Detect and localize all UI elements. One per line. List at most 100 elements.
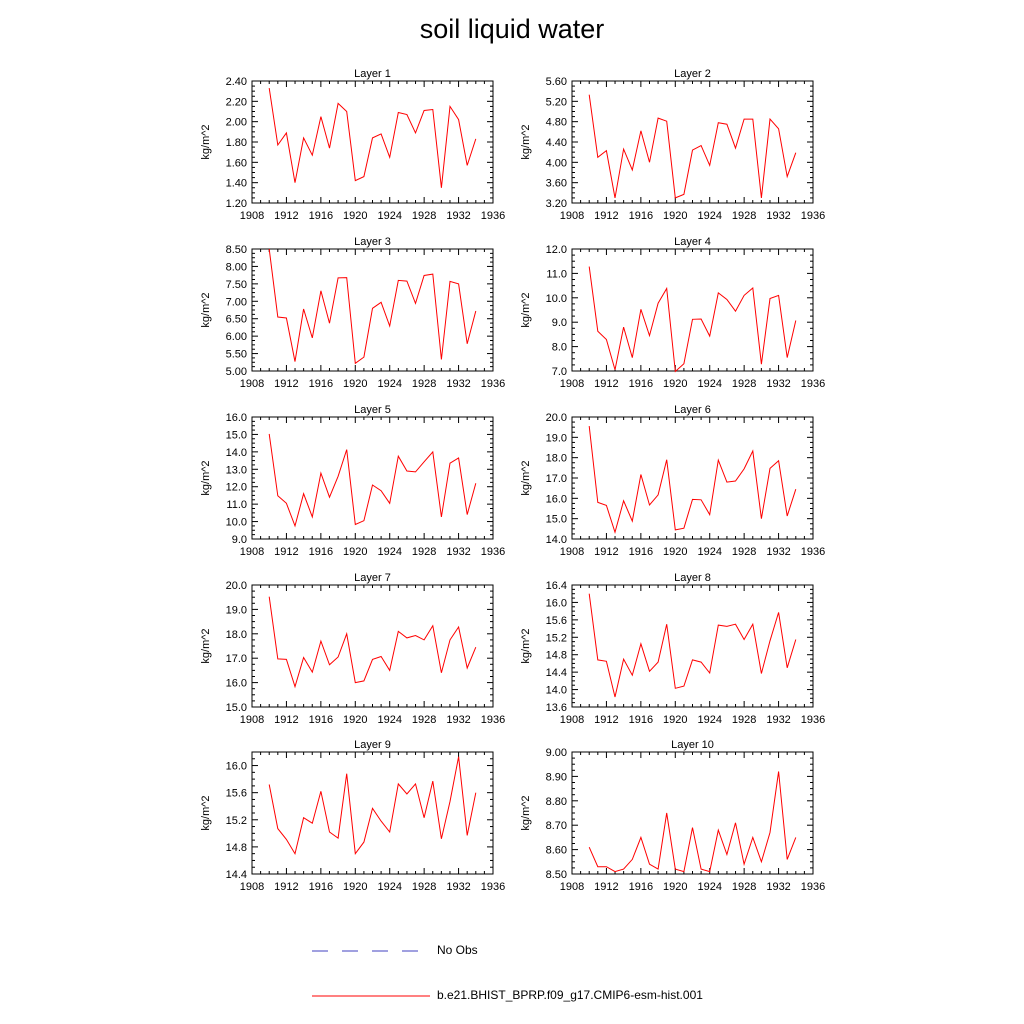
x-tick-label: 1920 [343,378,367,390]
y-tick-label: 16.0 [226,678,247,690]
y-tick-label: 4.00 [546,157,567,169]
y-tick-label: 7.0 [552,366,567,378]
y-tick-label: 8.50 [226,244,247,256]
y-tick-label: 16.0 [546,597,567,609]
y-tick-label: 4.80 [546,117,567,129]
x-tick-label: 1912 [274,546,298,558]
y-tick-label: 11.0 [226,499,247,511]
x-tick-label: 1908 [240,881,264,893]
x-tick-label: 1932 [446,546,470,558]
x-tick-label: 1916 [629,210,653,222]
x-tick-label: 1932 [766,881,790,893]
y-tick-label: 8.00 [226,261,247,273]
y-tick-label: 8.90 [546,771,567,783]
x-tick-label: 1916 [309,881,333,893]
y-tick-label: 14.0 [546,685,567,697]
x-tick-label: 1924 [697,378,721,390]
y-tick-label: 3.20 [546,198,567,210]
y-tick-label: 15.2 [226,815,247,827]
x-tick-label: 1916 [629,378,653,390]
model-series-line [268,596,477,689]
panel-title: Layer 10 [671,739,714,751]
model-series-line [268,88,477,188]
y-axis-label: kg/m^2 [200,124,212,159]
x-tick-label: 1932 [446,378,470,390]
x-tick-label: 1928 [732,210,756,222]
x-tick-label: 1924 [377,378,401,390]
y-tick-label: 6.00 [226,331,247,343]
y-tick-label: 20.0 [546,412,567,424]
x-tick-label: 1908 [560,881,584,893]
y-tick-label: 2.20 [226,96,247,108]
x-tick-label: 1928 [412,714,436,726]
y-axis-label: kg/m^2 [520,628,532,663]
model-series-line [588,426,797,535]
x-tick-label: 1924 [697,714,721,726]
y-tick-label: 9.0 [552,317,567,329]
x-tick-label: 1908 [560,210,584,222]
y-tick-label: 13.0 [226,464,247,476]
y-tick-label: 14.0 [546,534,567,546]
y-axis-label: kg/m^2 [200,460,212,495]
y-tick-label: 16.0 [226,412,247,424]
x-tick-label: 1932 [446,210,470,222]
y-tick-label: 8.70 [546,820,567,832]
y-tick-label: 8.0 [552,342,567,354]
y-tick-label: 15.0 [226,702,247,714]
y-tick-label: 7.00 [226,296,247,308]
y-tick-label: 18.0 [546,453,567,465]
model-series-line [588,94,797,199]
x-tick-label: 1928 [412,378,436,390]
x-tick-label: 1916 [309,210,333,222]
y-axis-label: kg/m^2 [200,628,212,663]
x-tick-label: 1924 [377,546,401,558]
x-tick-label: 1928 [412,881,436,893]
y-tick-label: 16.4 [546,580,567,592]
x-tick-label: 1932 [766,378,790,390]
y-tick-label: 14.8 [226,842,247,854]
y-axis-label: kg/m^2 [200,292,212,327]
x-tick-label: 1920 [663,378,687,390]
y-tick-label: 8.50 [546,869,567,881]
x-tick-label: 1920 [663,881,687,893]
legend-no-obs-label: No Obs [437,943,478,957]
y-tick-label: 12.0 [226,482,247,494]
x-tick-label: 1936 [481,881,505,893]
x-tick-label: 1908 [240,378,264,390]
x-tick-label: 1916 [629,881,653,893]
x-tick-label: 1916 [629,546,653,558]
model-series-line [268,248,477,365]
x-tick-label: 1912 [594,378,618,390]
x-tick-label: 1928 [412,546,436,558]
y-tick-label: 17.0 [226,653,247,665]
y-tick-label: 2.00 [226,117,247,129]
y-tick-label: 20.0 [226,580,247,592]
model-series-line [588,593,797,698]
x-tick-label: 1932 [766,714,790,726]
y-tick-label: 1.40 [226,178,247,190]
x-tick-label: 1920 [343,210,367,222]
y-tick-label: 14.4 [226,869,247,881]
x-tick-label: 1916 [309,378,333,390]
y-tick-label: 5.00 [226,366,247,378]
y-tick-label: 5.60 [546,76,567,88]
legend-model-label: b.e21.BHIST_BPRP.f09_g17.CMIP6-esm-hist.… [437,988,703,1002]
x-tick-label: 1920 [663,714,687,726]
y-tick-label: 1.80 [226,137,247,149]
y-tick-label: 5.50 [226,349,247,361]
panel-title: Layer 4 [674,236,711,248]
x-tick-label: 1932 [766,210,790,222]
y-axis-label: kg/m^2 [520,292,532,327]
panel-title: Layer 3 [354,236,391,248]
y-tick-label: 6.50 [226,314,247,326]
x-tick-label: 1920 [343,881,367,893]
x-tick-label: 1936 [481,378,505,390]
x-tick-label: 1912 [274,210,298,222]
x-tick-label: 1936 [481,546,505,558]
y-tick-label: 17.0 [546,473,567,485]
x-tick-label: 1908 [560,378,584,390]
x-tick-label: 1928 [732,378,756,390]
y-tick-label: 15.6 [546,615,567,627]
panel-title: Layer 8 [674,572,711,584]
y-axis-label: kg/m^2 [200,795,212,830]
